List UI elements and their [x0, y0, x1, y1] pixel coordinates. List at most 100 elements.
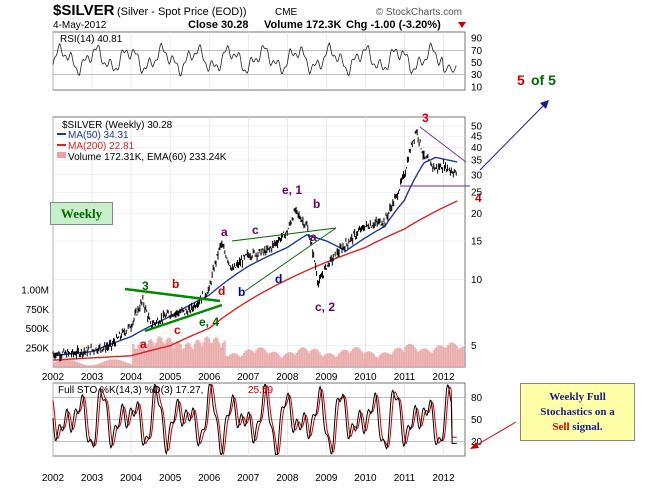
volume-bar	[177, 341, 181, 367]
volume-bar	[60, 359, 63, 367]
volume-bar	[86, 365, 89, 367]
wave-label: c	[174, 323, 181, 337]
volume-bar	[320, 354, 323, 367]
price-tick-label: 15	[471, 236, 483, 247]
volume-bar	[197, 339, 200, 367]
volume-bar	[392, 351, 395, 367]
volume-bar	[168, 338, 172, 367]
volume-bar	[386, 353, 390, 367]
volume-bar	[341, 350, 344, 367]
volume-bar	[84, 364, 88, 367]
forecast-arrow	[479, 100, 549, 171]
volume-bar	[436, 346, 439, 367]
volume-bar	[420, 349, 423, 367]
volume-bar	[160, 337, 163, 367]
volume-bar	[61, 359, 65, 367]
wave-label: a	[140, 337, 147, 351]
volume-bar	[139, 342, 142, 367]
volume-bar	[411, 344, 414, 367]
volume-bar	[365, 351, 369, 367]
volume-bar	[423, 348, 427, 367]
volume-bar	[269, 352, 272, 367]
volume-bar	[413, 346, 416, 367]
volume-bar	[82, 364, 86, 367]
volume-tick-label: 1.00M	[21, 286, 49, 297]
chart-date: 4-May-2012	[53, 20, 107, 31]
price-tick-label: 25	[471, 188, 483, 199]
volume-bar	[418, 350, 421, 367]
volume-bar	[100, 362, 103, 367]
volume-bar	[327, 353, 330, 367]
volume-bar	[63, 359, 66, 367]
price-tick-label: 35	[471, 156, 483, 167]
volume-bar	[335, 356, 339, 367]
volume-bar	[163, 343, 167, 367]
rsi-tick-label: 10	[471, 82, 483, 93]
volume-bar	[176, 341, 179, 367]
volume-bar	[402, 351, 406, 367]
volume-bar	[246, 349, 249, 367]
volume-bar	[88, 365, 91, 367]
volume-bar	[330, 353, 334, 367]
volume-bar	[448, 343, 451, 367]
x-tick-label: 2011	[394, 473, 416, 484]
ma50-line	[52, 156, 458, 357]
volume-bar	[302, 347, 305, 367]
x-tick-label: 2003	[81, 473, 104, 484]
wave-label: c	[252, 223, 259, 237]
volume-bar	[437, 345, 441, 367]
volume-bar	[70, 360, 73, 367]
volume-bar	[415, 349, 418, 367]
volume-bar	[346, 350, 349, 367]
volume-bar	[334, 356, 337, 367]
volume-bar	[68, 359, 72, 367]
sto-note-sell: Sell	[552, 421, 570, 433]
volume-bar	[429, 351, 432, 367]
volume-bar	[214, 337, 218, 367]
wave-label: e, 4	[199, 315, 219, 329]
volume-bar	[430, 352, 434, 367]
volume-bar	[299, 348, 302, 367]
volume-bar	[81, 364, 84, 367]
volume-bar	[288, 352, 291, 367]
volume-bar	[332, 355, 335, 367]
volume-bar	[96, 363, 100, 367]
volume-bar	[272, 351, 276, 367]
volume-bar	[232, 353, 235, 367]
volume-bar	[404, 346, 407, 367]
volume-bar	[279, 357, 283, 367]
volume-bar	[304, 348, 307, 367]
volume-bar	[313, 348, 316, 367]
volume-bar	[212, 338, 216, 367]
volume-bar	[133, 348, 137, 367]
volume-bar	[397, 347, 400, 367]
volume-bar	[376, 358, 379, 367]
volume-bar	[244, 350, 247, 367]
volume-bar	[251, 351, 254, 367]
volume-bar	[325, 353, 328, 367]
volume-bar	[263, 349, 267, 367]
weekly-label: Weekly	[60, 206, 103, 221]
price-tick-label: 10	[471, 275, 483, 286]
volume-bar	[181, 349, 184, 367]
volume-bar	[110, 359, 114, 367]
wave-label: c, 2	[315, 300, 335, 314]
x-tick-label: 2011	[394, 372, 416, 383]
sto-panel: Full STO %K(14,3) %D(3) 17.27, 25.59 80 5…	[52, 382, 483, 457]
volume-bar	[351, 348, 355, 367]
volume-bar	[460, 347, 464, 367]
wave-label: 3	[142, 279, 149, 293]
volume-bar	[434, 347, 437, 367]
volume-bar	[323, 355, 327, 367]
volume-bar	[67, 359, 70, 367]
x-tick-label: 2004	[120, 473, 143, 484]
volume-bar	[125, 362, 128, 367]
volume-bar	[425, 349, 428, 367]
volume-bar	[297, 350, 300, 367]
volume-bar	[462, 346, 465, 367]
volume-bar	[286, 352, 290, 367]
volume-bar	[221, 343, 225, 367]
volume-bar	[388, 354, 392, 367]
volume-bar	[130, 364, 133, 367]
volume-bar	[154, 342, 158, 367]
